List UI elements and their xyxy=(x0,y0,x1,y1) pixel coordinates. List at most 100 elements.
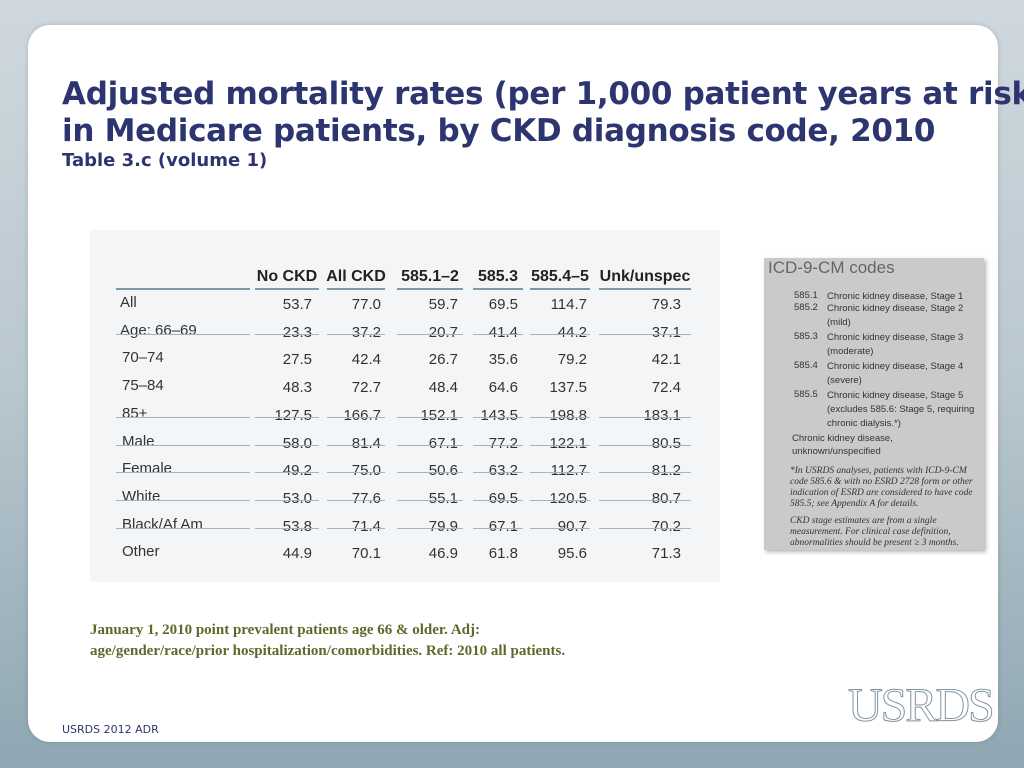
row-rule xyxy=(599,444,691,446)
code-description: Chronic kidney disease, Stage 1 xyxy=(827,291,964,302)
row-rule xyxy=(327,527,385,529)
row-rule xyxy=(116,416,250,418)
header-rule xyxy=(116,288,250,290)
table-cell: 44.9 xyxy=(282,545,312,563)
subtitle: Table 3.c (volume 1) xyxy=(62,150,268,171)
table-cell: 75.0 xyxy=(351,462,381,480)
row-rule xyxy=(530,527,590,529)
table-cell: 48.3 xyxy=(282,379,312,397)
table-cell: 42.1 xyxy=(651,351,681,369)
code-number: 585.4 xyxy=(794,360,818,371)
row-rule xyxy=(530,499,590,501)
table-cell: 53.7 xyxy=(282,296,312,313)
code-number: 585.5 xyxy=(794,389,818,400)
row-rule xyxy=(473,472,523,474)
row-rule xyxy=(473,499,523,501)
column-header: 585.3 xyxy=(477,268,519,285)
table-cell: 198.8 xyxy=(549,406,587,424)
row-rule xyxy=(599,472,691,474)
table-cell: 35.6 xyxy=(488,351,518,369)
table-cell: 122.1 xyxy=(549,434,587,452)
row-rule xyxy=(397,527,463,529)
row-label: Age: 66–69 xyxy=(120,321,197,339)
table-cell: 112.7 xyxy=(550,462,587,480)
code-number: 585.1 xyxy=(794,290,818,301)
row-rule xyxy=(327,416,385,418)
row-rule xyxy=(255,472,319,474)
column-header: Unk/unspec xyxy=(599,268,691,285)
title-line: in Medicare patients, by CKD diagnosis c… xyxy=(62,113,936,149)
title-line: Adjusted mortality rates (per 1,000 pati… xyxy=(62,76,1024,112)
row-label: 70–74 xyxy=(122,349,164,367)
header-rule xyxy=(599,288,691,290)
row-rule xyxy=(116,333,250,335)
table-cell: 48.4 xyxy=(428,379,458,397)
table-cell: 42.4 xyxy=(351,351,381,369)
box-note: *In USRDS analyses, patients with ICD-9-… xyxy=(790,466,973,509)
row-rule xyxy=(397,499,463,501)
table-cell: 55.1 xyxy=(428,489,458,507)
row-rule xyxy=(255,444,319,446)
row-rule xyxy=(116,499,250,501)
row-rule xyxy=(599,416,691,418)
code-description: Chronic kidney disease, Stage 5 (exclude… xyxy=(827,390,975,429)
table-cell: 152.1 xyxy=(420,406,458,424)
table-cell: 26.7 xyxy=(428,351,458,369)
row-label: White xyxy=(122,487,161,505)
code-number: 585.3 xyxy=(794,331,818,342)
table-cell: 71.4 xyxy=(351,517,381,535)
row-rule xyxy=(327,499,385,501)
row-label: Female xyxy=(122,460,173,478)
row-rule xyxy=(397,333,463,335)
table-cell: 69.5 xyxy=(488,489,518,507)
table-cell: 37.2 xyxy=(351,323,381,341)
table-cell: 81.4 xyxy=(351,434,381,452)
row-rule xyxy=(397,416,463,418)
table-cell: 53.0 xyxy=(282,489,312,507)
table-cell: 72.4 xyxy=(651,379,681,397)
table-cell: 79.2 xyxy=(557,351,587,369)
column-header: No CKD xyxy=(256,268,318,285)
row-label: All xyxy=(120,294,137,311)
row-rule xyxy=(116,472,250,474)
row-label: Black/Af Am xyxy=(122,515,203,533)
table-cell: 37.1 xyxy=(651,323,681,341)
row-rule xyxy=(473,444,523,446)
table-cell: 67.1 xyxy=(428,434,458,452)
column-header: All CKD xyxy=(326,268,386,285)
code-description: Chronic kidney disease, Stage 4 (severe) xyxy=(827,361,964,386)
header-rule xyxy=(397,288,463,290)
table-cell: 143.5 xyxy=(480,406,518,424)
row-rule xyxy=(530,333,590,335)
code-description: Chronic kidney disease, Stage 3 (moderat… xyxy=(827,332,964,357)
header-rule xyxy=(530,288,590,290)
table-cell: 50.6 xyxy=(428,462,458,480)
code-description: Chronic kidney disease, unknown/unspecif… xyxy=(792,433,893,457)
table-cell: 71.3 xyxy=(651,545,681,563)
table-cell: 114.7 xyxy=(550,296,587,313)
table-cell: 72.7 xyxy=(351,379,381,397)
row-label: 85+ xyxy=(122,404,148,422)
table-cell: 44.2 xyxy=(557,323,587,341)
logo: USRDS xyxy=(848,679,996,733)
table-cell: 183.1 xyxy=(643,406,681,424)
row-rule xyxy=(530,416,590,418)
table-cell: 79.3 xyxy=(651,296,681,313)
table-cell: 46.9 xyxy=(428,545,458,563)
row-rule xyxy=(530,472,590,474)
table-cell: 59.7 xyxy=(428,296,458,313)
footnote-line: age/gender/race/prior hospitalization/co… xyxy=(90,643,566,659)
row-rule xyxy=(599,333,691,335)
row-rule xyxy=(599,527,691,529)
table-cell: 58.0 xyxy=(282,434,312,452)
code-description: Chronic kidney disease, Stage 2 (mild) xyxy=(827,303,964,328)
row-rule xyxy=(327,444,385,446)
footnote-line: January 1, 2010 point prevalent patients… xyxy=(90,622,481,638)
row-rule xyxy=(397,472,463,474)
table-cell: 67.1 xyxy=(488,517,518,535)
header-rule xyxy=(473,288,523,290)
row-rule xyxy=(116,527,250,529)
row-rule xyxy=(473,333,523,335)
row-rule xyxy=(473,527,523,529)
